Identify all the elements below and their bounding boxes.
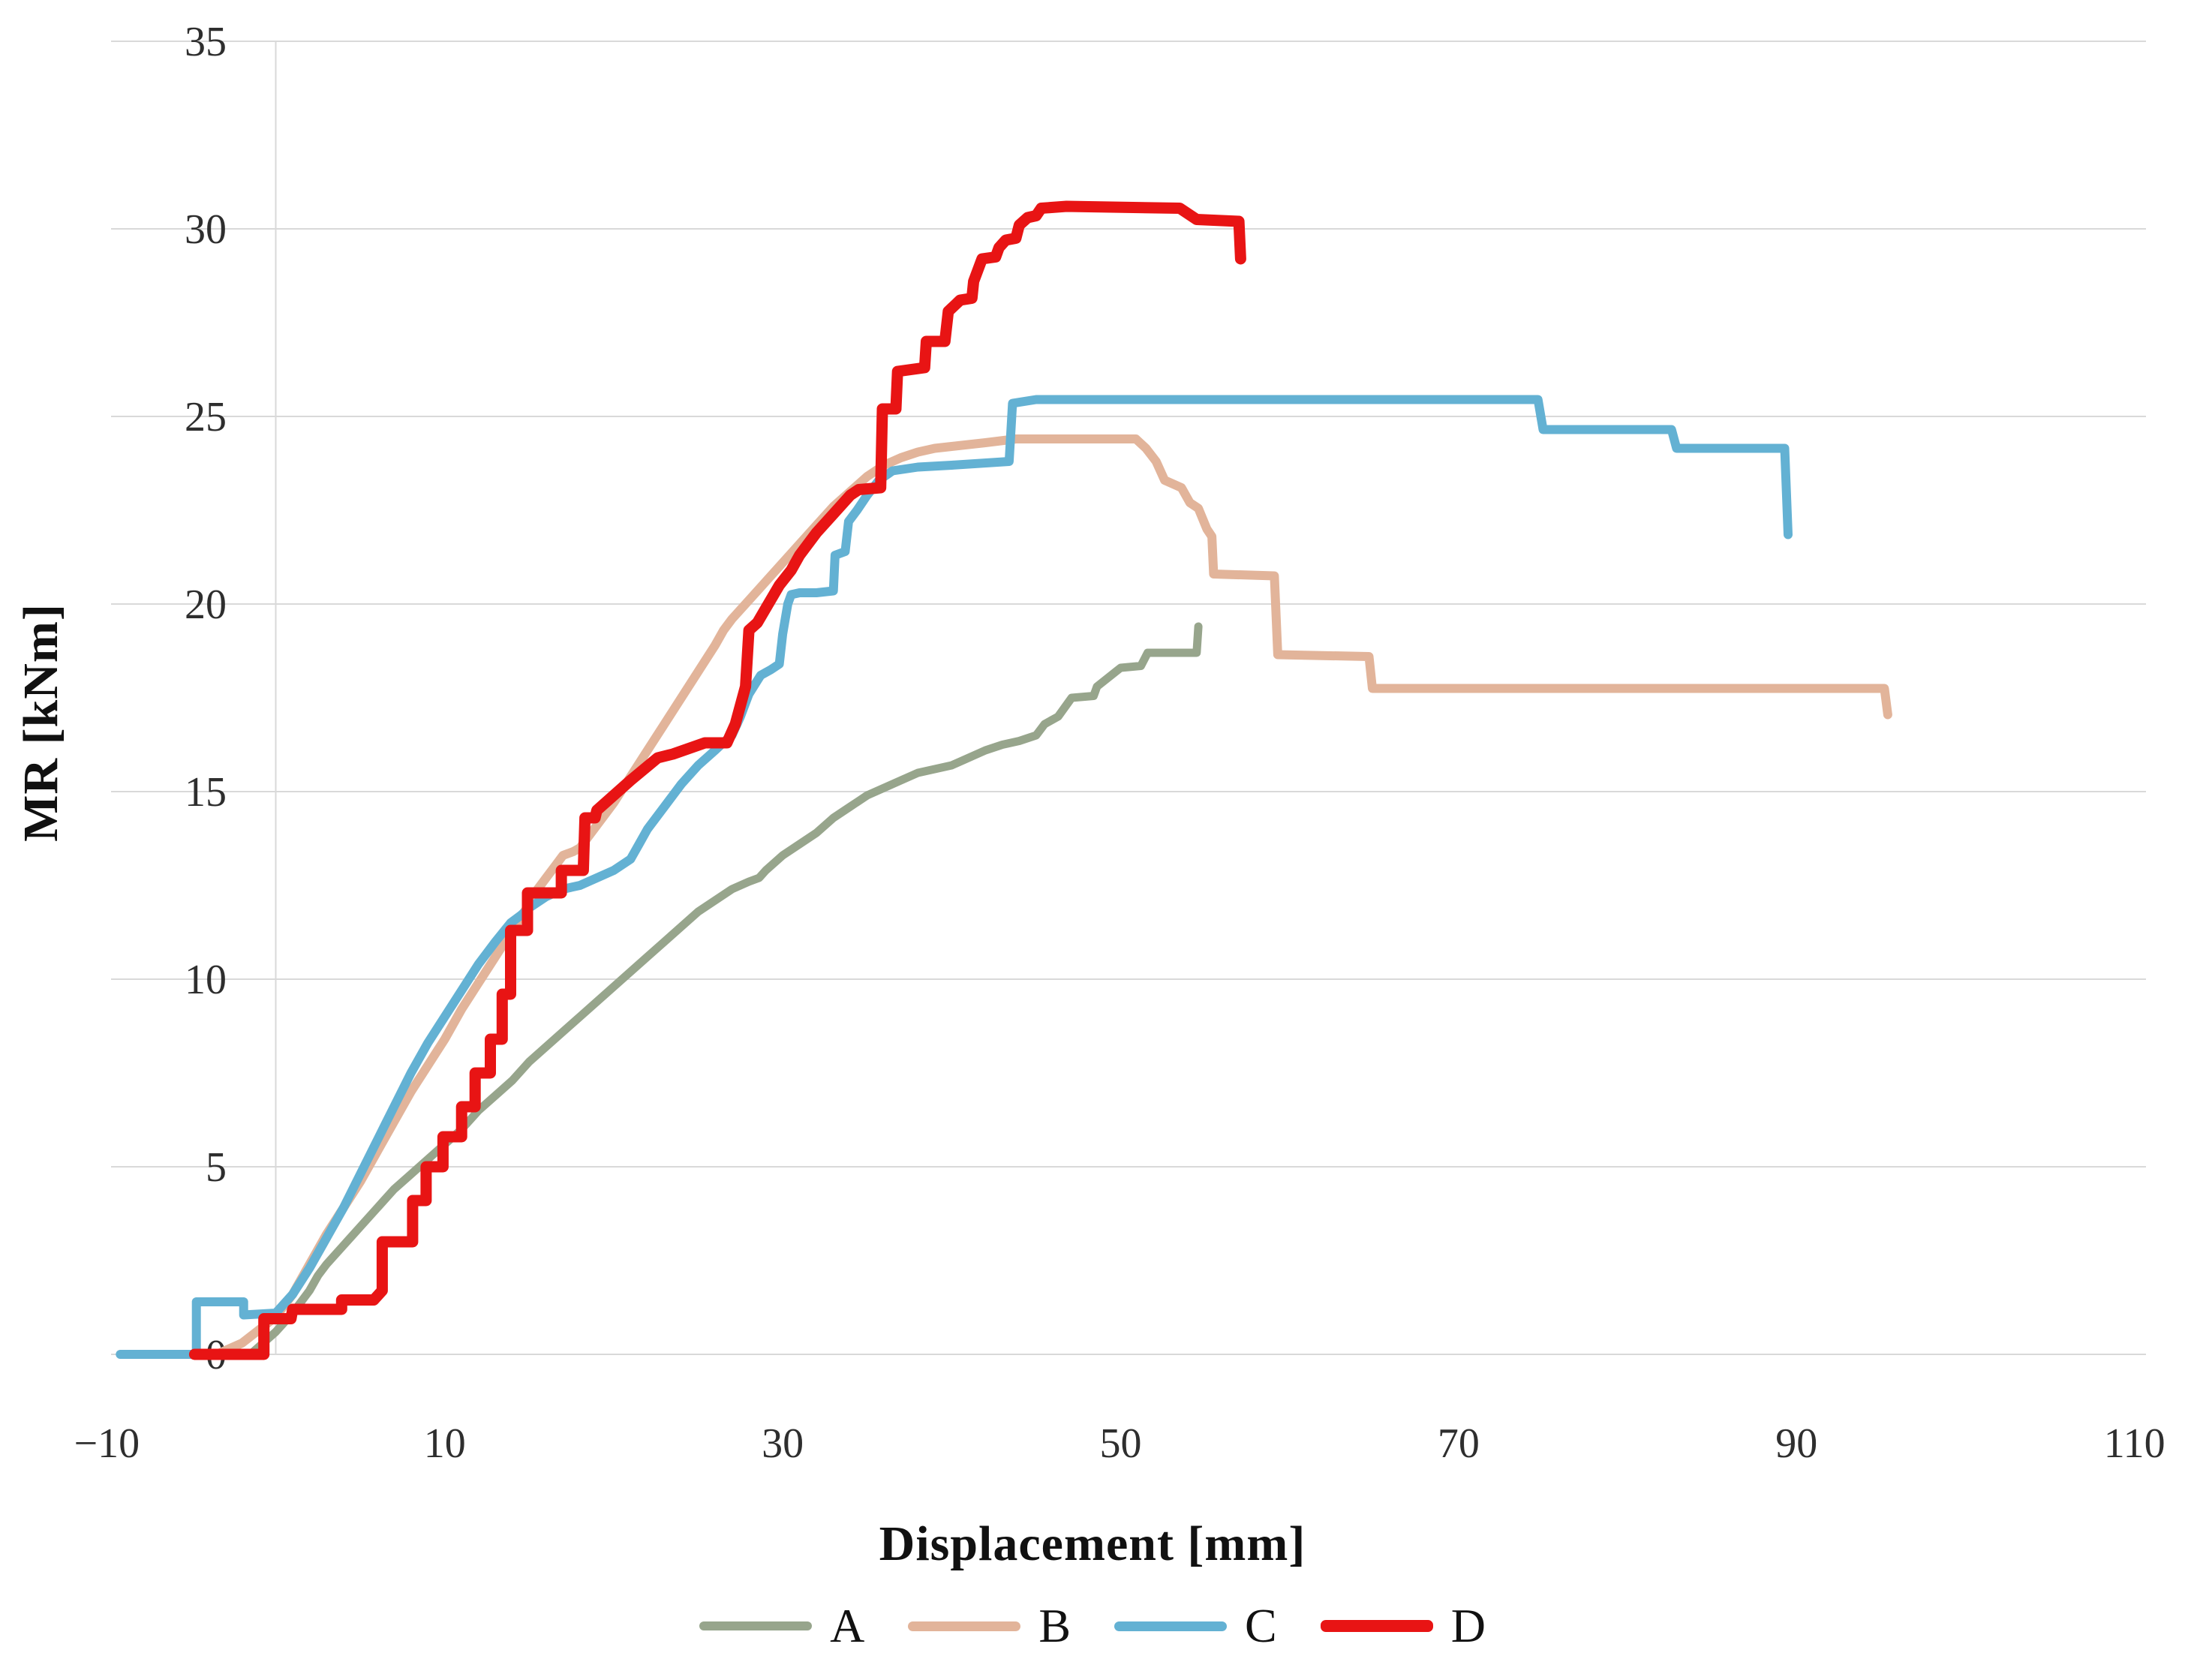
- legend-swatch-b: [908, 1621, 1021, 1631]
- y-tick-15: 15: [185, 769, 227, 816]
- x-tick--10: −10: [74, 1420, 140, 1467]
- legend-item-c: C: [1114, 1602, 1277, 1650]
- legend-label-c: C: [1245, 1599, 1277, 1652]
- series-line-b: [212, 434, 1892, 1359]
- x-tick-50: 50: [1100, 1420, 1142, 1467]
- y-tick-35: 35: [185, 19, 227, 65]
- series-line-d: [188, 200, 1246, 1360]
- chart-legend: A B C D: [0, 1602, 2185, 1650]
- y-tick-25: 25: [185, 394, 227, 440]
- legend-item-a: A: [699, 1602, 864, 1650]
- legend-item-b: B: [908, 1602, 1071, 1650]
- series-line-a: [246, 622, 1203, 1359]
- y-tick-5: 5: [206, 1144, 227, 1191]
- x-tick-110: 110: [2104, 1420, 2165, 1467]
- x-tick-10: 10: [424, 1420, 466, 1467]
- series-line-c: [116, 395, 1793, 1359]
- legend-swatch-c: [1114, 1621, 1227, 1631]
- y-tick-10: 10: [185, 957, 227, 1003]
- y-tick-30: 30: [185, 206, 227, 253]
- x-axis-title: Displacement [mm]: [879, 1516, 1306, 1571]
- legend-item-d: D: [1320, 1599, 1486, 1652]
- legend-swatch-a: [699, 1621, 813, 1630]
- x-tick-30: 30: [762, 1420, 804, 1467]
- x-tick-90: 90: [1775, 1420, 1817, 1467]
- legend-label-a: A: [830, 1599, 865, 1652]
- y-tick-20: 20: [185, 582, 227, 628]
- legend-label-d: D: [1450, 1599, 1486, 1652]
- x-tick-70: 70: [1438, 1420, 1480, 1467]
- legend-swatch-d: [1320, 1620, 1433, 1632]
- legend-label-b: B: [1038, 1599, 1071, 1652]
- y-axis-title: MR [kNm]: [14, 603, 68, 842]
